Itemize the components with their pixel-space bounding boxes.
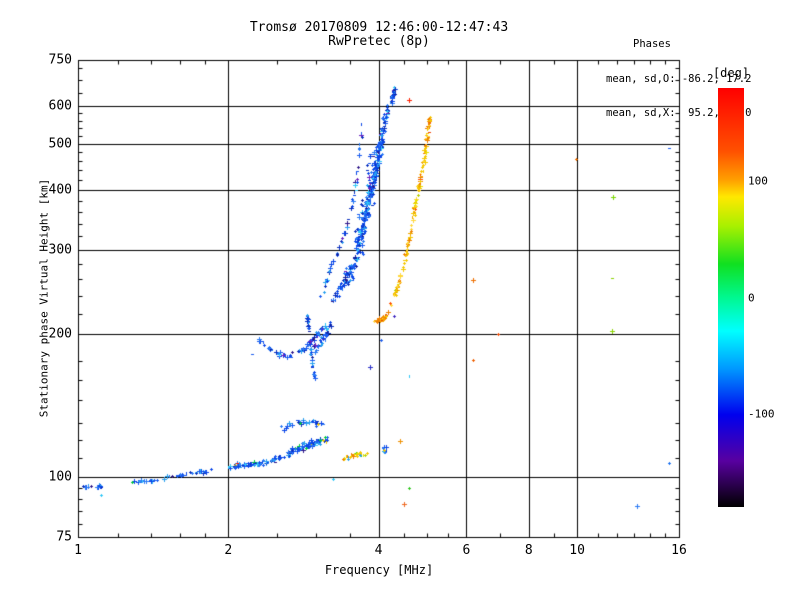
y-tick-label: 500: [48, 136, 72, 152]
phase-colorbar: [718, 88, 744, 507]
x-tick-label: 2: [224, 543, 233, 558]
x-tick-label: 6: [462, 543, 471, 558]
y-tick-label: 300: [48, 242, 72, 258]
x-tick-label: 8: [524, 543, 533, 558]
y-tick-label: 200: [48, 326, 72, 342]
colorbar-units-label: [deg]: [712, 66, 750, 80]
y-tick-label: 600: [48, 98, 72, 114]
colorbar-tick-label: -100: [748, 407, 775, 421]
x-tick-label: 4: [374, 543, 383, 558]
x-tick-label: 16: [671, 543, 687, 558]
colorbar-tick-label: 100: [748, 174, 768, 188]
y-tick-label: 75: [56, 529, 72, 545]
plot-title-line-2: RwPretec (8p): [328, 34, 430, 49]
x-tick-label: 1: [74, 543, 82, 558]
x-axis-title: Frequency [MHz]: [324, 563, 434, 577]
y-tick-label: 400: [48, 182, 72, 198]
phase-stats-title: Phases: [633, 38, 671, 50]
phase-stats-o-mode: mean, sd,O: -86.2, 17.2: [606, 72, 752, 85]
plot-title-line-1: Tromsø 20170809 12:46:00-12:47:43: [249, 20, 509, 35]
y-tick-label: 100: [48, 469, 72, 485]
y-tick-label: 750: [48, 52, 72, 68]
y-axis-title: Stationary phase Virtual Height [km]: [37, 178, 51, 418]
colorbar-tick-label: 0: [748, 291, 755, 304]
x-tick-label: 10: [569, 543, 585, 558]
